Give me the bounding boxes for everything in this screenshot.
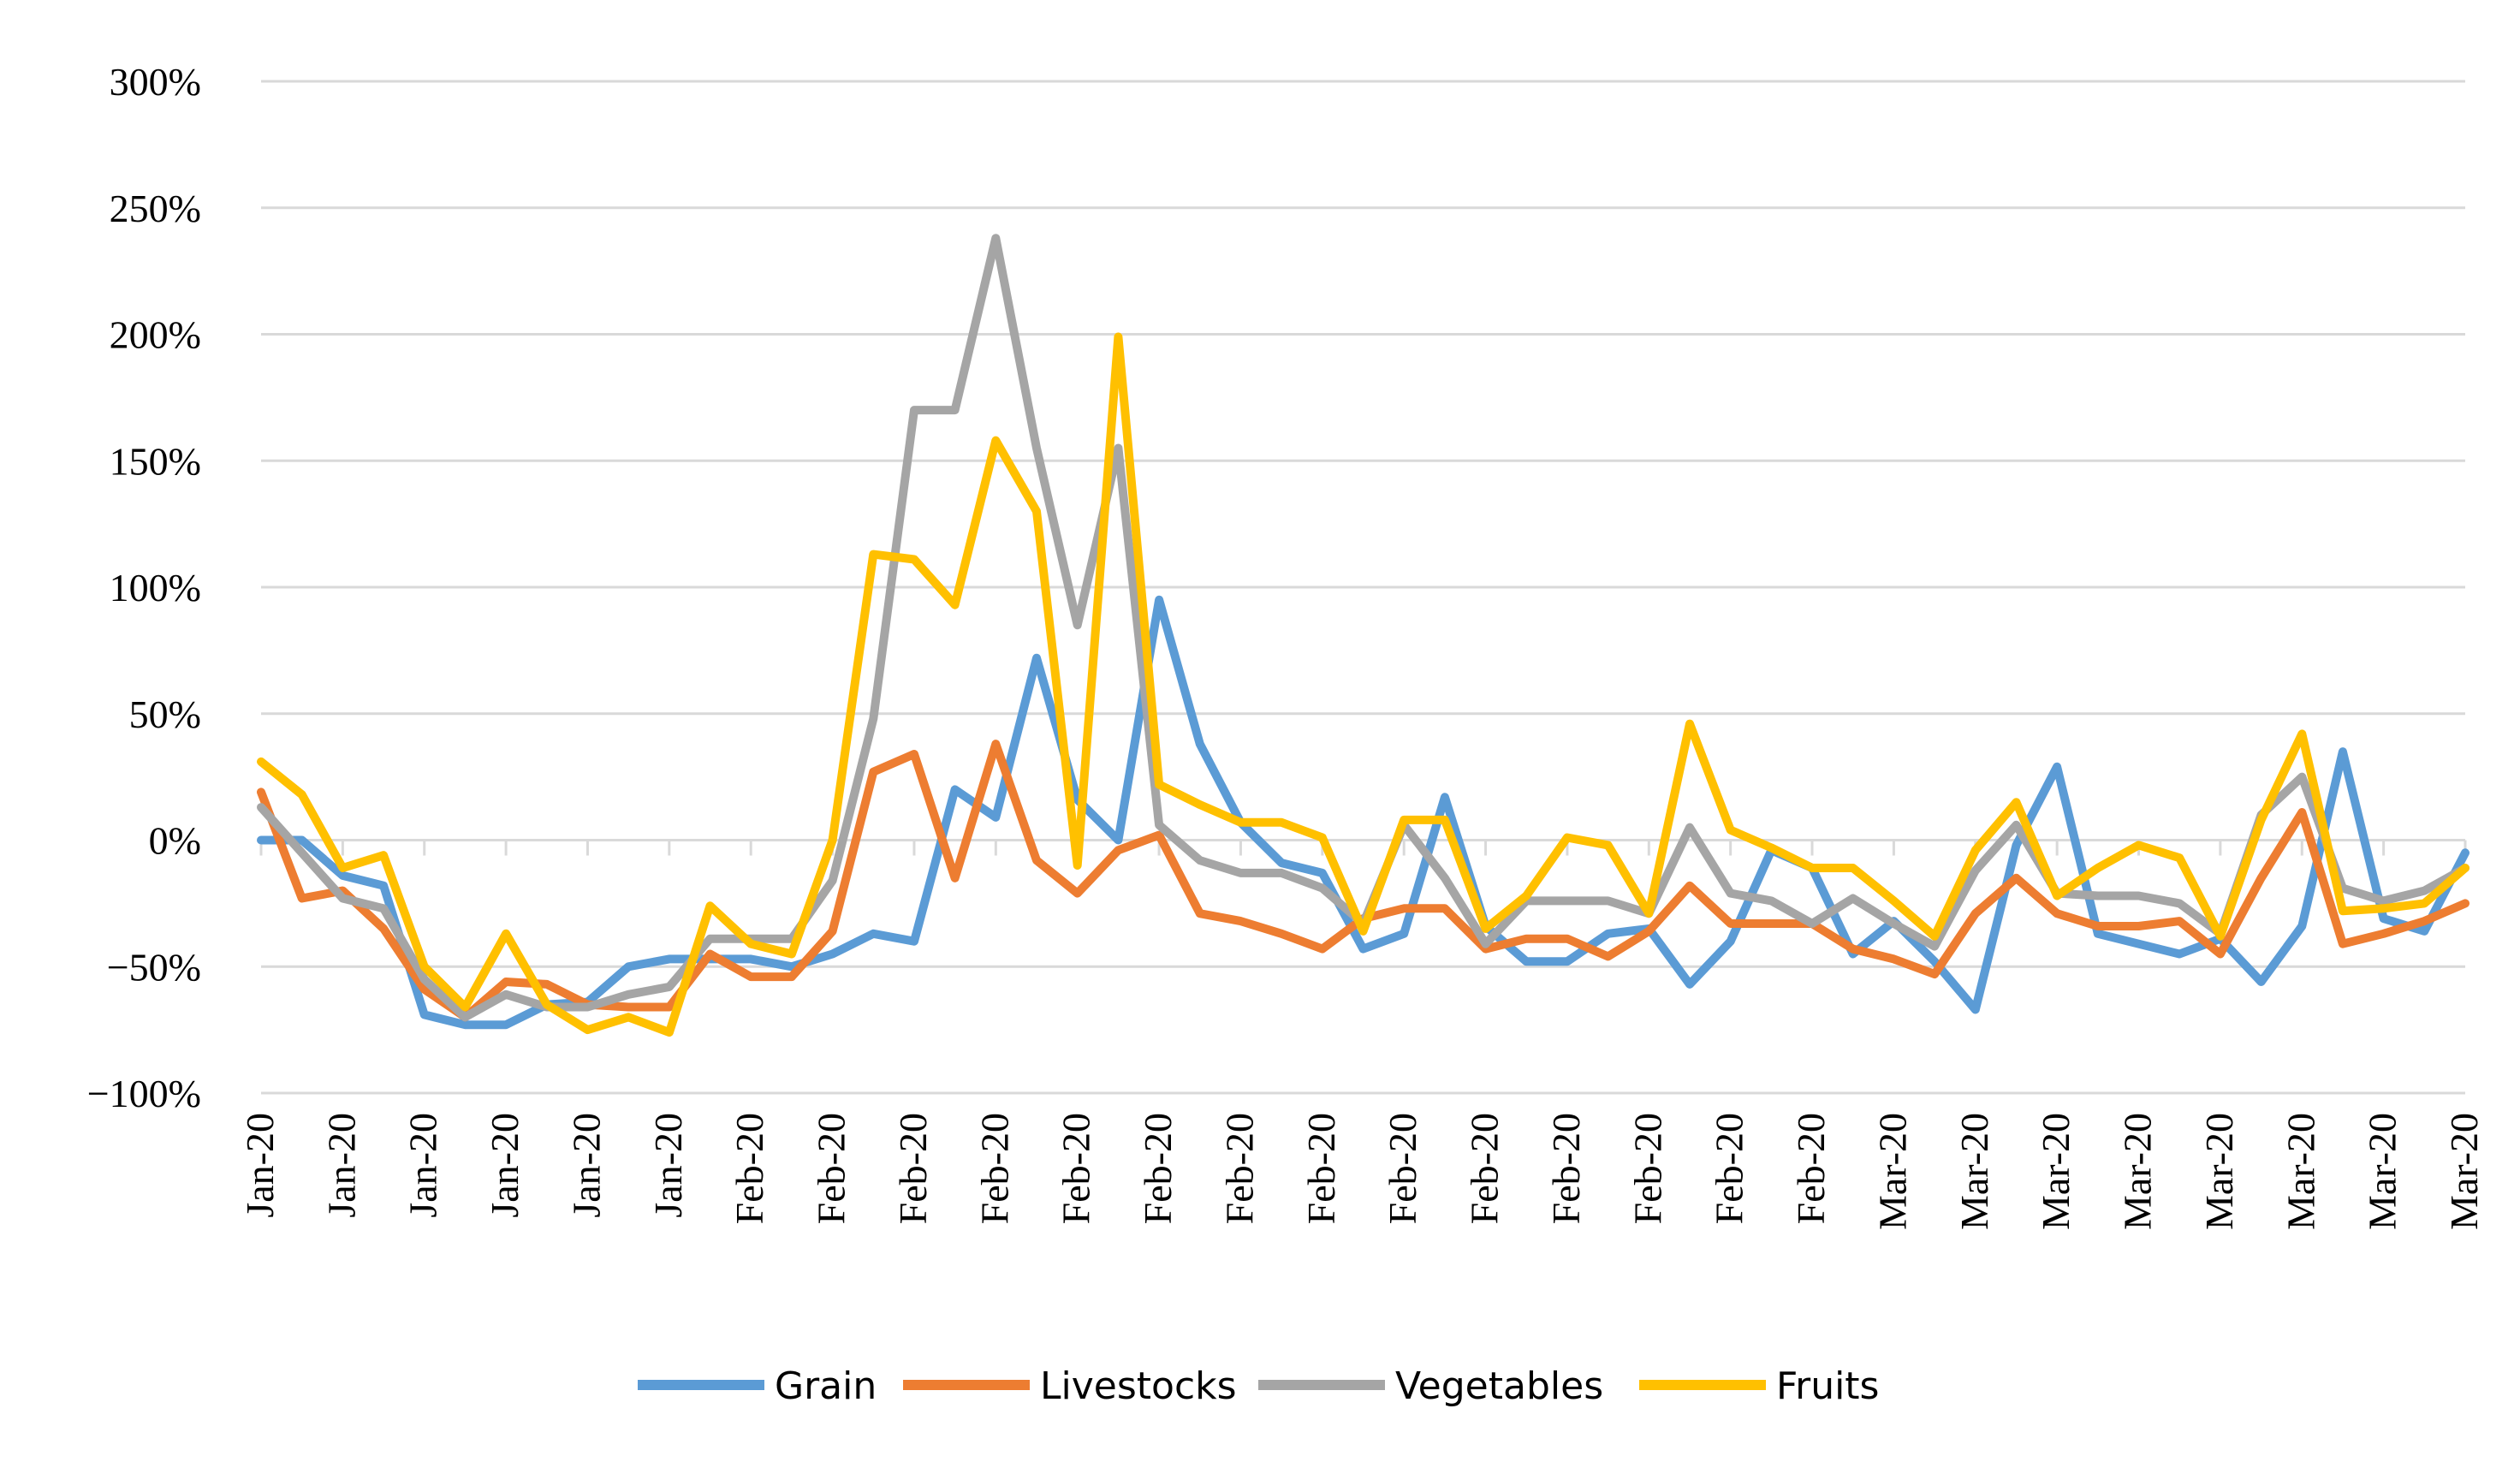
x-tick-label: Feb-20 [1381,1113,1424,1224]
x-tick-label: Feb-20 [1055,1113,1098,1224]
x-tick-label: Feb-20 [1708,1113,1751,1224]
x-tick-label: Feb-20 [1544,1113,1588,1224]
x-tick-label: Mar-20 [1870,1113,1914,1230]
series-lines [257,234,2469,1037]
legend-label-grain: Grain [775,1364,877,1408]
y-tick-label: 50% [129,692,201,736]
legend-label-vegetables: Vegetables [1395,1364,1603,1408]
x-tick-label: Jan-20 [401,1113,445,1218]
y-tick-label: 150% [110,439,201,483]
y-tick-label: 200% [110,313,201,357]
y-axis-tick-labels: 300% 250% 200% 150% 100% 50% 0% −50% −100% [87,60,201,1115]
y-tick-label: 250% [110,187,201,230]
series-line-vegetables [257,234,2469,1022]
x-tick-label: Feb-20 [1299,1113,1343,1224]
series-line-fruits [257,332,2469,1037]
x-tick-label: Feb-20 [1789,1113,1833,1224]
series-line-livestocks [257,740,2469,1022]
series-line-grain [257,595,2469,1030]
x-tick-label: Feb-20 [891,1113,935,1224]
x-tick-label: Jan-20 [483,1113,526,1218]
x-tick-label: Mar-20 [2279,1113,2322,1230]
x-tick-label: Jan-20 [319,1113,363,1218]
x-tick-label: Feb-20 [1626,1113,1669,1224]
y-tick-label: 0% [149,819,201,863]
x-tick-label: Mar-20 [2116,1113,2160,1230]
y-tick-label: −50% [107,945,201,989]
x-tick-label: Mar-20 [2361,1113,2404,1230]
x-tick-label: Feb-20 [1463,1113,1507,1224]
x-tick-label: Mar-20 [2197,1113,2241,1230]
x-tick-label: Feb-20 [1136,1113,1180,1224]
x-tick-label: Jan-20 [238,1113,282,1218]
x-tick-label: Feb-20 [972,1113,1016,1224]
legend-label-fruits: Fruits [1776,1364,1879,1408]
x-tick-label: Mar-20 [1952,1113,1996,1230]
x-tick-label: Feb-20 [1217,1113,1261,1224]
legend: Grain Livestocks Vegetables Fruits [638,1364,1879,1408]
x-tick-label: Jan-20 [564,1113,608,1218]
y-tick-label: 300% [110,60,201,104]
x-axis-tick-labels: Jan-20 Jan-20 Jan-20 Jan-20 Jan-20 Jan-20 Feb-… [238,1113,2486,1230]
x-tick-label: Feb-20 [728,1113,771,1224]
x-tick-label: Jan-20 [646,1113,690,1218]
y-tick-label: 100% [110,566,201,609]
x-tick-label: Feb-20 [810,1113,853,1224]
y-tick-label: −100% [87,1072,201,1115]
legend-label-livestocks: Livestocks [1040,1364,1237,1408]
x-tick-label: Mar-20 [2442,1113,2486,1230]
x-tick-label: Mar-20 [2034,1113,2077,1230]
